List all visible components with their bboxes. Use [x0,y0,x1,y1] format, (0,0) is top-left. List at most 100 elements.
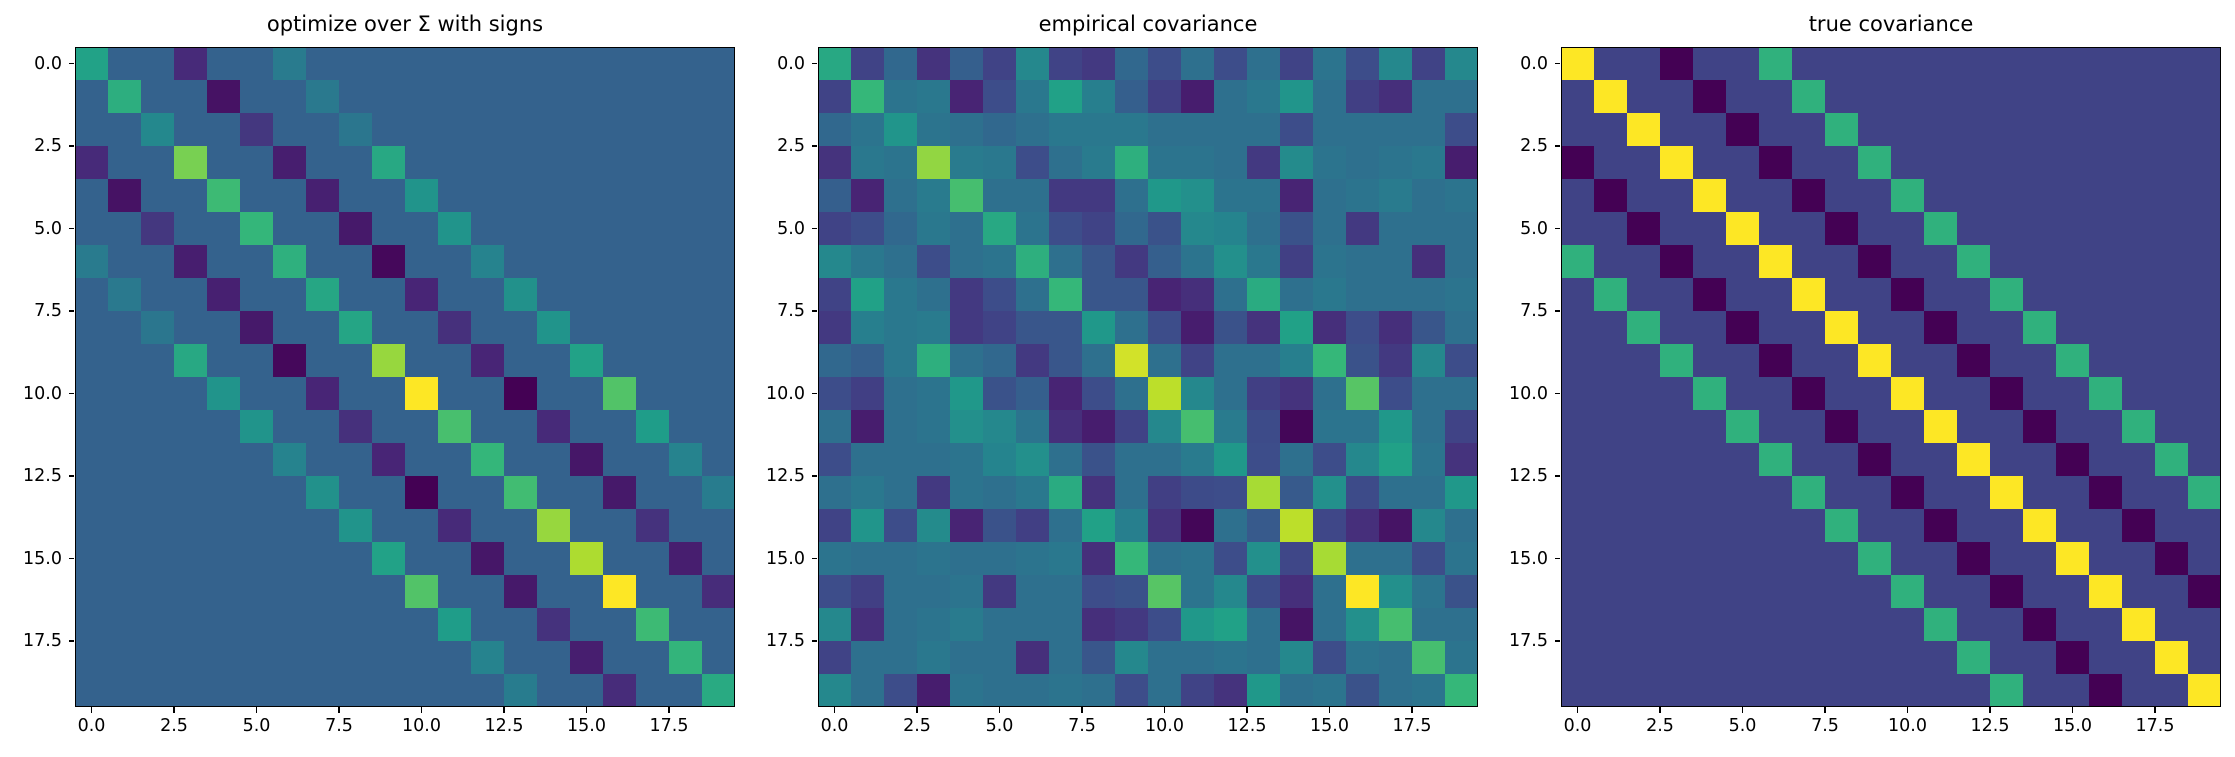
heatmap-cell [2155,80,2188,113]
heatmap-cell [603,80,636,113]
heatmap-cell [372,278,405,311]
x-tick-label: 12.5 [1970,716,2010,736]
heatmap-cell [1759,113,1792,146]
heatmap-cell [1627,113,1660,146]
heatmap-cell [1115,641,1148,674]
heatmap-cell [1016,674,1049,707]
heatmap-cell [339,113,372,146]
heatmap-cell [570,476,603,509]
heatmap-cell [950,674,983,707]
heatmap-cell [1247,311,1280,344]
heatmap-cell [1016,608,1049,641]
heatmap-cell [1858,47,1891,80]
heatmap-cell [174,146,207,179]
heatmap-cell [504,674,537,707]
heatmap-cell [2023,80,2056,113]
heatmap-cell [1214,641,1247,674]
heatmap-cell [1693,113,1726,146]
heatmap-cell [141,674,174,707]
heatmap-cell [1412,245,1445,278]
heatmap-cell [1313,641,1346,674]
x-tick-label: 5.0 [985,716,1014,736]
heatmap-cell [1082,278,1115,311]
heatmap-cell [174,410,207,443]
heatmap-cell [273,542,306,575]
heatmap-cell [884,476,917,509]
heatmap-cell [1346,146,1379,179]
heatmap-cell [75,575,108,608]
x-tick-mark [916,707,918,713]
heatmap-cell [372,476,405,509]
heatmap-cell [471,47,504,80]
y-tick-label: 12.5 [23,466,62,486]
heatmap-cell [1660,476,1693,509]
heatmap-cell [1594,311,1627,344]
heatmap-cell [1627,443,1660,476]
heatmap-cell [372,608,405,641]
heatmap-cell [884,344,917,377]
heatmap-cell [636,146,669,179]
heatmap-cell [1825,311,1858,344]
heatmap-cell [950,179,983,212]
heatmap-cell [669,674,702,707]
heatmap-cell [1891,146,1924,179]
heatmap-cell [75,47,108,80]
heatmap-cell [504,641,537,674]
heatmap-cell [174,245,207,278]
heatmap-cell [669,344,702,377]
heatmap-cell [1247,245,1280,278]
heatmap-cell [1858,641,1891,674]
heatmap-cell [1115,476,1148,509]
heatmap-cell [108,113,141,146]
heatmap-cell [141,179,174,212]
heatmap-cell [1412,575,1445,608]
heatmap-cell [1082,608,1115,641]
heatmap-cell [1346,575,1379,608]
heatmap-cell [273,443,306,476]
heatmap-cell [1693,278,1726,311]
heatmap-cell [2023,212,2056,245]
heatmap-cell [917,410,950,443]
heatmap-cell [1990,146,2023,179]
heatmap-cell [2122,575,2155,608]
heatmap-grid-2 [818,47,1478,707]
heatmap-cell [1379,575,1412,608]
heatmap-cell [405,80,438,113]
heatmap-cell [1445,575,1478,608]
heatmap-cell [438,608,471,641]
heatmap-cell [1924,509,1957,542]
heatmap-cell [983,542,1016,575]
heatmap-cell [2056,113,2089,146]
heatmap-cell [570,47,603,80]
heatmap-cell [1379,212,1412,245]
y-tick-mark [811,227,817,230]
heatmap-cell [108,377,141,410]
heatmap-cell [1280,278,1313,311]
heatmap-cell [1561,476,1594,509]
heatmap-cell [851,476,884,509]
heatmap-cell [1379,542,1412,575]
heatmap-cell [1693,47,1726,80]
heatmap-cell [818,410,851,443]
x-tick-label: 15.0 [2053,716,2092,736]
heatmap-cell [851,377,884,410]
heatmap-cell [818,542,851,575]
heatmap-cell [2056,410,2089,443]
heatmap-cell [1115,509,1148,542]
heatmap-cell [917,245,950,278]
heatmap-cell [702,542,735,575]
heatmap-cell [818,179,851,212]
y-tick-label: 7.5 [1520,301,1548,321]
heatmap-cell [1759,608,1792,641]
heatmap-cell [2089,509,2122,542]
heatmap-cell [917,509,950,542]
heatmap-cell [1660,311,1693,344]
heatmap-cell [1594,179,1627,212]
heatmap-cell [405,113,438,146]
heatmap-cell [603,509,636,542]
heatmap-cell [1016,641,1049,674]
y-tick-label: 5.0 [1520,218,1548,239]
heatmap-cell [2089,179,2122,212]
heatmap-cell [273,212,306,245]
heatmap-cell [983,641,1016,674]
